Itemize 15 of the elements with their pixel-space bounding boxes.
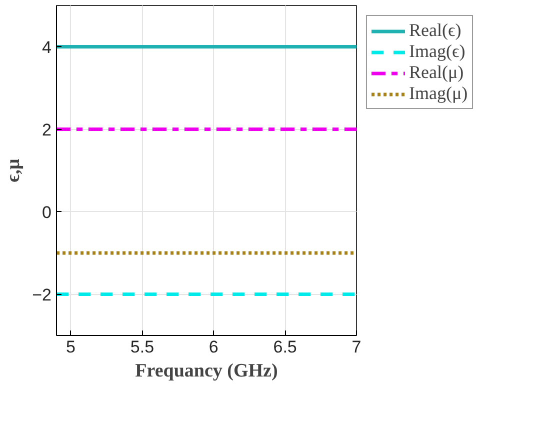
x-axis-title: Frequancy (GHz) (135, 360, 278, 382)
legend-label: Real(μ) (409, 62, 464, 83)
legend-label: Real(ϵ) (409, 20, 462, 41)
y-tick-label: 4 (42, 38, 52, 57)
y-tick-label: 2 (42, 120, 52, 140)
y-axis-title: ϵ,μ (3, 158, 24, 182)
x-tick-label: 6.5 (273, 338, 297, 356)
x-tick-label: 6 (208, 338, 218, 356)
legend-label: Imag(ϵ) (409, 41, 466, 62)
y-tick-label: 0 (42, 202, 52, 222)
x-tick-label: 5 (66, 338, 76, 356)
legend-label: Imag(μ) (409, 83, 468, 104)
x-tick-label: 5.5 (130, 338, 154, 356)
y-tick-label: −2 (32, 285, 52, 304)
x-tick-label: 7 (352, 338, 362, 356)
